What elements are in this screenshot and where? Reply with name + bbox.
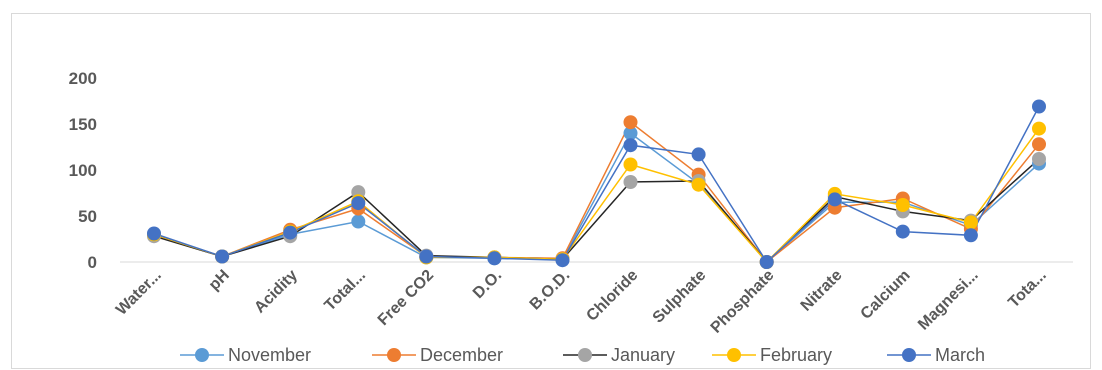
legend-label: January [611, 345, 675, 365]
legend-label: February [760, 345, 832, 365]
data-point-november [623, 126, 638, 141]
data-point-march [283, 225, 298, 240]
data-point-march [963, 228, 978, 243]
x-tick-label: pH [206, 267, 233, 294]
legend-marker [902, 348, 916, 362]
legend-item-february: February [712, 345, 832, 365]
x-tick-label: Total... [321, 267, 369, 315]
data-point-december [1032, 137, 1046, 152]
data-point-march [827, 192, 842, 207]
y-tick-label: 150 [69, 115, 97, 134]
data-point-february [623, 157, 638, 172]
legend-label: December [420, 345, 503, 365]
legend-item-january: January [563, 345, 675, 365]
data-point-march [895, 224, 910, 239]
x-tick-label: D.O. [470, 267, 505, 302]
y-tick-label: 0 [88, 253, 97, 272]
x-tick-label: Chloride [583, 267, 641, 325]
legend-label: March [935, 345, 985, 365]
data-point-march [555, 253, 570, 268]
series-line-january [153, 158, 1040, 264]
x-tick-label: Acidity [251, 267, 301, 317]
legend-marker [195, 348, 209, 362]
y-tick-label: 50 [78, 207, 97, 226]
data-point-march [691, 147, 706, 162]
data-point-march [419, 249, 434, 264]
series-line-march [153, 106, 1040, 264]
data-point-december [623, 115, 638, 130]
x-tick-label: Nitrate [798, 267, 846, 315]
legend-marker [578, 348, 592, 362]
data-point-november [351, 214, 366, 229]
x-tick-label: Free CO2 [375, 267, 437, 329]
legend-marker [387, 348, 401, 362]
data-point-january [623, 175, 638, 189]
x-tick-label: Sulphate [650, 267, 710, 327]
data-point-march [147, 226, 161, 241]
x-tick-label: Calcium [858, 267, 914, 323]
x-tick-label: Magnesi... [915, 267, 982, 334]
data-point-february [1032, 121, 1046, 136]
x-tick-label: Phosphate [708, 267, 778, 337]
x-tick-label: Tota... [1005, 267, 1049, 311]
legend-item-november: November [180, 345, 311, 365]
y-tick-label: 200 [69, 69, 97, 88]
chart-frame [11, 13, 1091, 369]
legend-label: November [228, 345, 311, 365]
x-tick-label: Water... [113, 267, 165, 319]
data-point-january [1032, 152, 1046, 166]
data-point-february [895, 198, 910, 212]
data-point-march [759, 255, 774, 269]
data-point-february [963, 215, 978, 230]
series-line-february [153, 128, 1040, 264]
legend-item-march: March [887, 345, 985, 365]
data-point-march [1032, 99, 1046, 114]
data-point-february [691, 177, 706, 192]
y-tick-label: 100 [69, 161, 97, 180]
data-point-march [215, 249, 230, 264]
x-tick-label: B.O.D. [527, 267, 574, 314]
legend-marker [727, 348, 741, 362]
data-point-march [487, 251, 502, 266]
series-line-november [153, 132, 1040, 264]
legend-item-december: December [372, 345, 503, 365]
data-point-march [623, 138, 638, 153]
data-point-march [351, 196, 366, 211]
